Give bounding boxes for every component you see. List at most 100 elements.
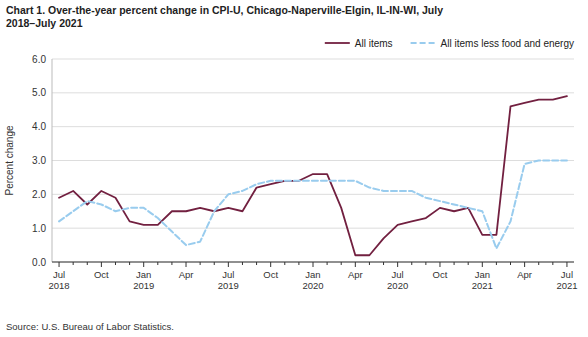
y-axis-label: Percent change xyxy=(4,125,15,195)
y-tick-label: 2.0 xyxy=(32,189,46,200)
x-tick-minor xyxy=(87,262,88,265)
grid-line xyxy=(52,92,574,93)
x-tick-major xyxy=(524,262,525,267)
x-axis: Jul2018OctJan2019AprJul2019OctJan2020Apr… xyxy=(48,262,577,291)
legend-swatch xyxy=(411,42,436,44)
y-tick-label: 0.0 xyxy=(32,257,46,268)
x-tick-major xyxy=(59,262,60,267)
x-tick-major xyxy=(397,262,398,267)
x-tick-major xyxy=(439,262,440,267)
x-tick-major xyxy=(143,262,144,267)
x-tick-label: Apr xyxy=(517,269,532,280)
x-tick-label: Oct xyxy=(433,269,448,280)
x-tick-minor xyxy=(298,262,299,265)
grid-line xyxy=(52,126,574,127)
x-tick-label-line: Jan xyxy=(305,269,320,280)
x-tick-minor xyxy=(411,262,412,265)
x-tick-label: Apr xyxy=(179,269,194,280)
x-tick-label: Oct xyxy=(94,269,109,280)
series-line xyxy=(59,161,567,249)
x-tick-label-line: Jan xyxy=(475,269,490,280)
x-tick-label: Jan2019 xyxy=(133,269,154,291)
x-tick-label-line: 2019 xyxy=(133,280,154,291)
x-tick-label-line: Jul xyxy=(53,269,65,280)
x-tick-major xyxy=(355,262,356,267)
x-tick-label-line: 2020 xyxy=(387,280,408,291)
x-tick-label-line: Apr xyxy=(348,269,363,280)
x-tick-minor xyxy=(242,262,243,265)
x-tick-minor xyxy=(171,262,172,265)
legend-label: All items xyxy=(355,38,393,49)
series-line xyxy=(59,96,567,255)
y-tick-label: 4.0 xyxy=(32,121,46,132)
y-tick-label: 5.0 xyxy=(32,87,46,98)
y-tick-label: 1.0 xyxy=(32,223,46,234)
x-tick-minor xyxy=(425,262,426,265)
x-tick-major xyxy=(270,262,271,267)
x-tick-major xyxy=(566,262,567,267)
x-tick-label-line: Apr xyxy=(179,269,194,280)
x-tick-minor xyxy=(327,262,328,265)
x-tick-major xyxy=(101,262,102,267)
x-tick-label-line: 2019 xyxy=(218,280,239,291)
x-tick-major xyxy=(186,262,187,267)
x-tick-minor xyxy=(214,262,215,265)
x-tick-label-line: Oct xyxy=(94,269,109,280)
x-tick-minor xyxy=(115,262,116,265)
x-tick-label-line: 2021 xyxy=(556,280,577,291)
grid-line xyxy=(52,194,574,195)
y-tick-label: 6.0 xyxy=(32,54,46,65)
x-tick-minor xyxy=(552,262,553,265)
x-tick-minor xyxy=(200,262,201,265)
y-axis: 0.0 1.0 2.0 3.0 4.0 5.0 6.0 xyxy=(32,54,574,268)
x-tick-minor xyxy=(73,262,74,265)
title: Chart 1. Over-the-year percent change in… xyxy=(6,4,443,29)
source: Source: U.S. Bureau of Labor Statistics. xyxy=(6,321,174,332)
x-tick-label: Oct xyxy=(263,269,278,280)
x-tick-minor xyxy=(256,262,257,265)
x-tick-minor xyxy=(341,262,342,265)
y-axis-line xyxy=(52,59,53,262)
lines xyxy=(59,96,567,255)
grid-line xyxy=(52,59,574,60)
x-tick-minor xyxy=(383,262,384,265)
x-tick-label-line: 2020 xyxy=(302,280,323,291)
x-tick-label: Jul2018 xyxy=(48,269,69,291)
x-tick-major xyxy=(313,262,314,267)
x-tick-minor xyxy=(510,262,511,265)
x-tick-minor xyxy=(538,262,539,265)
x-tick-label-line: Apr xyxy=(517,269,532,280)
x-tick-label-line: Jul xyxy=(561,269,573,280)
x-tick-label-line: Oct xyxy=(433,269,448,280)
legend-label: All items less food and energy xyxy=(441,38,574,49)
x-tick-minor xyxy=(157,262,158,265)
x-tick-minor xyxy=(468,262,469,265)
x-tick-label: Jul2019 xyxy=(218,269,239,291)
x-tick-minor xyxy=(496,262,497,265)
x-tick-minor xyxy=(284,262,285,265)
x-tick-minor xyxy=(129,262,130,265)
legend-swatch xyxy=(325,42,350,44)
x-tick-label-line: Jan xyxy=(136,269,151,280)
x-tick-label-line: Jul xyxy=(392,269,404,280)
grid-line xyxy=(52,160,574,161)
x-tick-label: Jan2020 xyxy=(302,269,323,291)
x-tick-label-line: 2018 xyxy=(48,280,69,291)
chart: Chart 1. Over-the-year percent change in… xyxy=(0,0,588,337)
x-tick-major xyxy=(482,262,483,267)
x-tick-label-line: 2021 xyxy=(472,280,493,291)
x-tick-label-line: Oct xyxy=(263,269,278,280)
grid-line xyxy=(52,228,574,229)
x-tick-label: Apr xyxy=(348,269,363,280)
x-tick-label: Jul2020 xyxy=(387,269,408,291)
x-tick-minor xyxy=(369,262,370,265)
x-tick-major xyxy=(228,262,229,267)
x-tick-minor xyxy=(454,262,455,265)
title-line: 2018–July 2021 xyxy=(6,17,83,29)
title-line: Chart 1. Over-the-year percent change in… xyxy=(6,4,443,16)
legend: All items less food and energy All items xyxy=(325,38,574,49)
y-tick-label: 3.0 xyxy=(32,155,46,166)
x-tick-label: Jan2021 xyxy=(472,269,493,291)
x-tick-label-line: Jul xyxy=(222,269,234,280)
x-tick-label: Jul2021 xyxy=(556,269,577,291)
